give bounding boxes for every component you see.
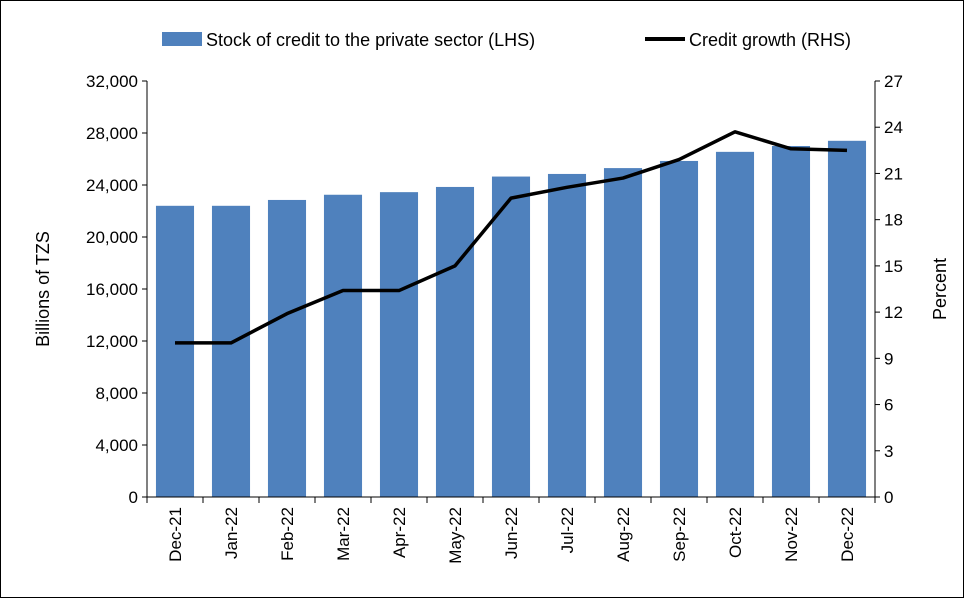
legend-label-line: Credit growth (RHS) — [689, 30, 851, 50]
tick-labels: 0 4,000 8,000 12,000 16,000 20,000 24,000 28,00… — [86, 72, 903, 564]
y-tick-label: 16,000 — [86, 280, 138, 299]
y2-tick-label: 24 — [884, 118, 903, 137]
x-tick-label: Nov-22 — [782, 507, 801, 562]
bar-Oct-22 — [715, 151, 755, 497]
x-tick-label: Sep-22 — [670, 507, 689, 562]
y2-tick-label: 15 — [884, 257, 903, 276]
bar-Aug-22 — [603, 168, 643, 497]
bar-Sep-22 — [659, 160, 699, 497]
legend: Stock of credit to the private sector (L… — [162, 30, 851, 50]
y2-axis-title: Percent — [930, 258, 950, 320]
bar-Mar-22 — [323, 194, 363, 497]
x-tick-label: Dec-22 — [838, 507, 857, 562]
bar-Jul-22 — [547, 173, 587, 497]
y-tick-label: 28,000 — [86, 124, 138, 143]
x-tick-label: Jan-22 — [222, 507, 241, 559]
bar-Apr-22 — [379, 192, 419, 497]
y2-tick-label: 0 — [884, 488, 893, 507]
y-tick-label: 4,000 — [95, 436, 138, 455]
y-tick-label: 24,000 — [86, 176, 138, 195]
y-tick-label: 12,000 — [86, 332, 138, 351]
legend-swatch-bar — [162, 32, 202, 46]
x-tick-label: Apr-22 — [390, 507, 409, 558]
x-tick-label: Aug-22 — [614, 507, 633, 562]
x-tick-label: Mar-22 — [334, 507, 353, 561]
x-tick-label: Feb-22 — [278, 507, 297, 561]
legend-label-bar: Stock of credit to the private sector (L… — [206, 30, 535, 50]
axes — [142, 80, 880, 503]
bar-Jan-22 — [211, 205, 251, 498]
bar-Nov-22 — [771, 146, 811, 497]
y-tick-label: 8,000 — [95, 384, 138, 403]
y-tick-label: 32,000 — [86, 72, 138, 91]
y2-tick-label: 12 — [884, 303, 903, 322]
y-tick-label: 20,000 — [86, 228, 138, 247]
y2-tick-label: 21 — [884, 164, 903, 183]
credit-growth-line — [175, 130, 848, 345]
x-tick-label: May-22 — [446, 507, 465, 564]
x-tick-label: Jun-22 — [502, 507, 521, 559]
y2-tick-label: 9 — [884, 349, 893, 368]
bar-Dec-21 — [155, 205, 195, 498]
y-axis-title: Billions of TZS — [33, 231, 53, 347]
bar-May-22 — [435, 186, 475, 497]
x-tick-label: Dec-21 — [166, 507, 185, 562]
y2-tick-label: 27 — [884, 72, 903, 91]
bar-Jun-22 — [491, 176, 531, 498]
bar-Dec-22 — [827, 140, 867, 498]
y2-tick-label: 18 — [884, 211, 903, 230]
bar-series — [155, 140, 867, 498]
x-tick-label: Jul-22 — [558, 507, 577, 553]
y-tick-label: 0 — [129, 488, 138, 507]
line-series — [175, 130, 848, 345]
x-tick-label: Oct-22 — [726, 507, 745, 558]
bar-Feb-22 — [267, 199, 307, 497]
y2-tick-label: 6 — [884, 396, 893, 415]
y2-tick-label: 3 — [884, 442, 893, 461]
